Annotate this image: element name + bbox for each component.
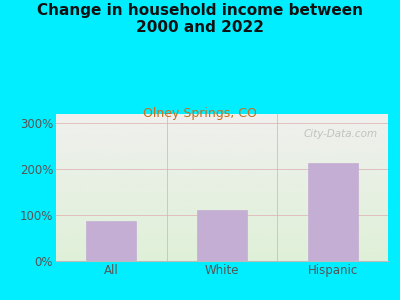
- Text: Change in household income between
2000 and 2022: Change in household income between 2000 …: [37, 3, 363, 35]
- Bar: [86, 220, 136, 261]
- Bar: [308, 163, 358, 261]
- Bar: [197, 209, 247, 261]
- Text: City-Data.com: City-Data.com: [304, 129, 378, 139]
- Text: Olney Springs, CO: Olney Springs, CO: [143, 106, 257, 119]
